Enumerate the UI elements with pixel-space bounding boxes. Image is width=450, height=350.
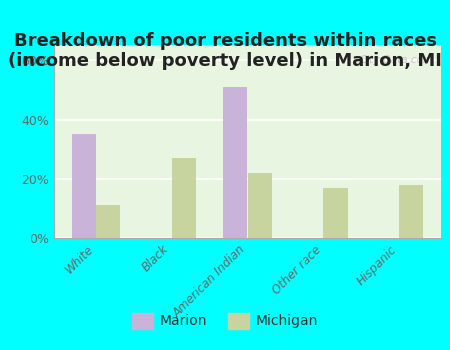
Bar [248, 173, 272, 238]
Bar [399, 185, 423, 238]
Bar [323, 188, 347, 238]
Text: City-Data.com: City-Data.com [359, 55, 433, 65]
Bar [172, 158, 196, 238]
Bar [96, 205, 120, 238]
Text: Breakdown of poor residents within races
(income below poverty level) in Marion,: Breakdown of poor residents within races… [8, 32, 442, 70]
Bar [72, 134, 96, 238]
Legend: Marion, Michigan: Marion, Michigan [126, 307, 324, 334]
Bar [223, 87, 248, 238]
